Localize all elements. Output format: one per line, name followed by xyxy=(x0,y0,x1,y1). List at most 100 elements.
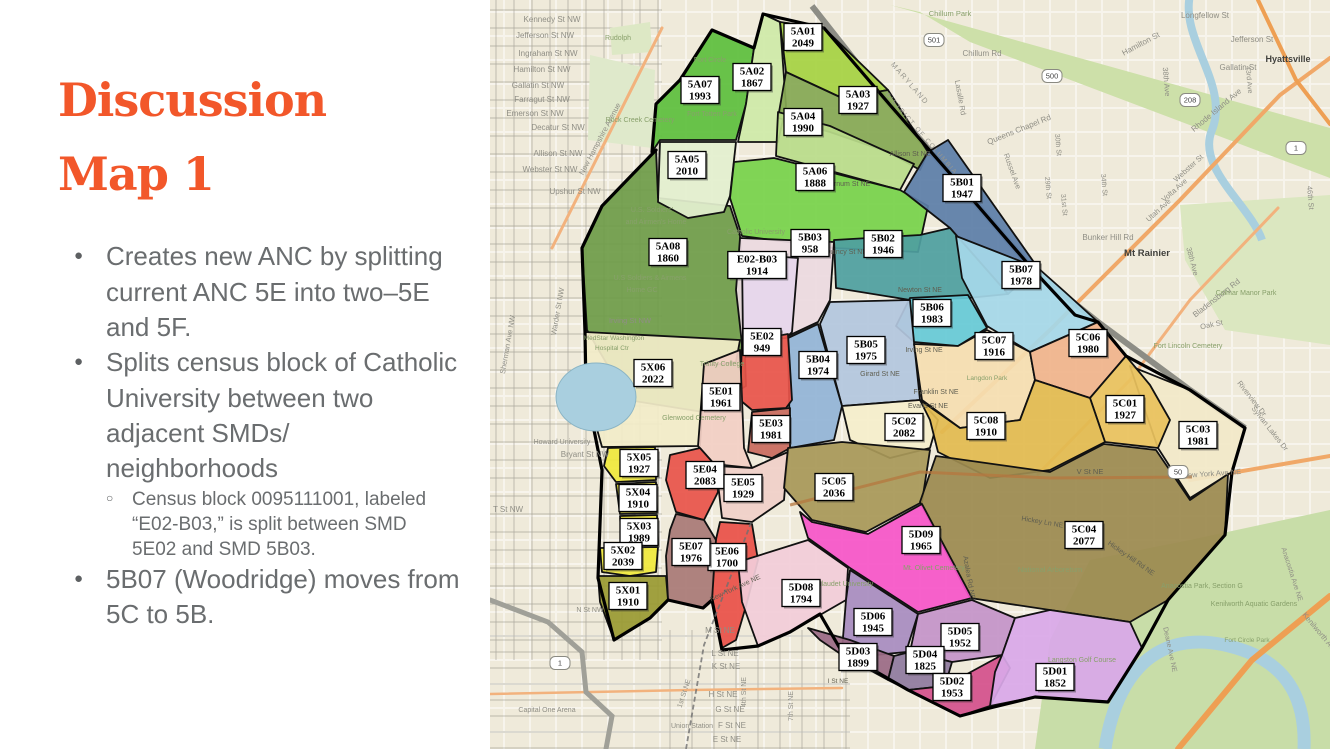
basemap-label: U.S Soldiers & Airmens xyxy=(614,275,687,282)
svg-text:5E06: 5E06 xyxy=(715,546,739,558)
svg-text:1914: 1914 xyxy=(746,266,769,278)
bullet-text: Splits census block of Catholic Universi… xyxy=(106,347,458,484)
svg-text:5X01: 5X01 xyxy=(616,585,640,597)
svg-text:1852: 1852 xyxy=(1044,678,1067,690)
svg-text:1961: 1961 xyxy=(710,398,732,410)
svg-text:5A04: 5A04 xyxy=(791,111,816,123)
svg-text:5B04: 5B04 xyxy=(806,354,830,366)
basemap-label: Longfellow St xyxy=(1181,11,1230,20)
overlay-road xyxy=(685,519,753,749)
basemap-label: Upshur St NW xyxy=(549,187,601,196)
svg-text:1: 1 xyxy=(558,659,562,668)
svg-text:5E02: 5E02 xyxy=(750,331,774,343)
basemap-label: Jefferson St xyxy=(1231,35,1274,44)
svg-text:1700: 1700 xyxy=(716,558,739,570)
text-panel: Discussion Map 1 ● Creates new ANC by spl… xyxy=(0,0,490,749)
svg-text:1916: 1916 xyxy=(983,347,1006,359)
basemap-label: E St NE xyxy=(713,735,741,744)
svg-text:5D05: 5D05 xyxy=(948,626,973,638)
svg-text:1975: 1975 xyxy=(855,351,878,363)
svg-text:1910: 1910 xyxy=(975,427,998,439)
svg-text:2049: 2049 xyxy=(792,38,815,50)
park-area xyxy=(1180,195,1330,345)
svg-text:5X06: 5X06 xyxy=(641,362,666,374)
svg-text:1953: 1953 xyxy=(941,688,964,700)
svg-text:1867: 1867 xyxy=(741,78,764,90)
basemap-label: 46th St xyxy=(1305,186,1316,211)
basemap-label: Trinity College xyxy=(700,361,745,368)
basemap-label: K St NE xyxy=(712,662,740,671)
svg-text:5E04: 5E04 xyxy=(693,464,717,476)
svg-text:1952: 1952 xyxy=(949,638,972,650)
svg-text:1: 1 xyxy=(1294,144,1298,153)
discussion-map: Kennedy St NW Jefferson St NW Ingraham St … xyxy=(487,0,1330,749)
svg-text:5A06: 5A06 xyxy=(803,166,828,178)
svg-text:501: 501 xyxy=(928,36,941,45)
basemap-label: N St NW xyxy=(576,607,604,614)
svg-text:2036: 2036 xyxy=(823,488,846,500)
basemap-label: Fort Circle Park xyxy=(1224,637,1270,644)
svg-text:1927: 1927 xyxy=(628,464,651,476)
svg-text:1981: 1981 xyxy=(1187,436,1209,448)
basemap-label: H St NE xyxy=(709,690,738,699)
basemap-label: Fort Circle xyxy=(694,57,726,64)
svg-text:5D09: 5D09 xyxy=(909,529,934,541)
basemap-label: National Arboretum xyxy=(1018,565,1082,574)
basemap-label: G St NE xyxy=(715,705,744,714)
svg-text:5C07: 5C07 xyxy=(982,335,1007,347)
road xyxy=(1175,593,1330,749)
basemap-label: Fort Totten Park xyxy=(687,111,737,118)
park-area xyxy=(890,5,1330,178)
svg-text:5X04: 5X04 xyxy=(626,487,651,499)
basemap-label: Decatur St NW xyxy=(531,123,585,132)
road xyxy=(487,597,615,749)
bullet-item-2: ● Splits census block of Catholic Univers… xyxy=(58,345,462,486)
svg-text:1978: 1978 xyxy=(1010,276,1033,288)
svg-text:1860: 1860 xyxy=(657,253,680,265)
basemap-label: Allison St NE xyxy=(890,151,931,158)
svg-text:5X03: 5X03 xyxy=(627,521,652,533)
svg-text:5A08: 5A08 xyxy=(656,241,681,253)
basemap-label: and Airmen's Home xyxy=(626,219,687,226)
river xyxy=(1184,0,1266,242)
road xyxy=(550,26,664,250)
svg-text:5D01: 5D01 xyxy=(1043,666,1067,678)
bullet-item-3: ○ Census block 0095111001, labeled “E02-B… xyxy=(94,487,462,562)
svg-text:1976: 1976 xyxy=(680,553,703,565)
route-shield-208: 208 xyxy=(1179,93,1201,107)
basemap-label: 34th St xyxy=(1099,174,1108,197)
overlay-road xyxy=(789,470,1193,507)
basemap-label: V St NE xyxy=(1077,467,1104,476)
bullet-marker: ● xyxy=(74,353,84,371)
basemap-label: Bunker Hill Rd xyxy=(1082,233,1133,242)
svg-text:5D08: 5D08 xyxy=(789,582,814,594)
basemap-label: Kenilworth Aquatic Gardens xyxy=(1211,601,1298,608)
basemap-label: Ingraham St NW xyxy=(518,49,578,58)
